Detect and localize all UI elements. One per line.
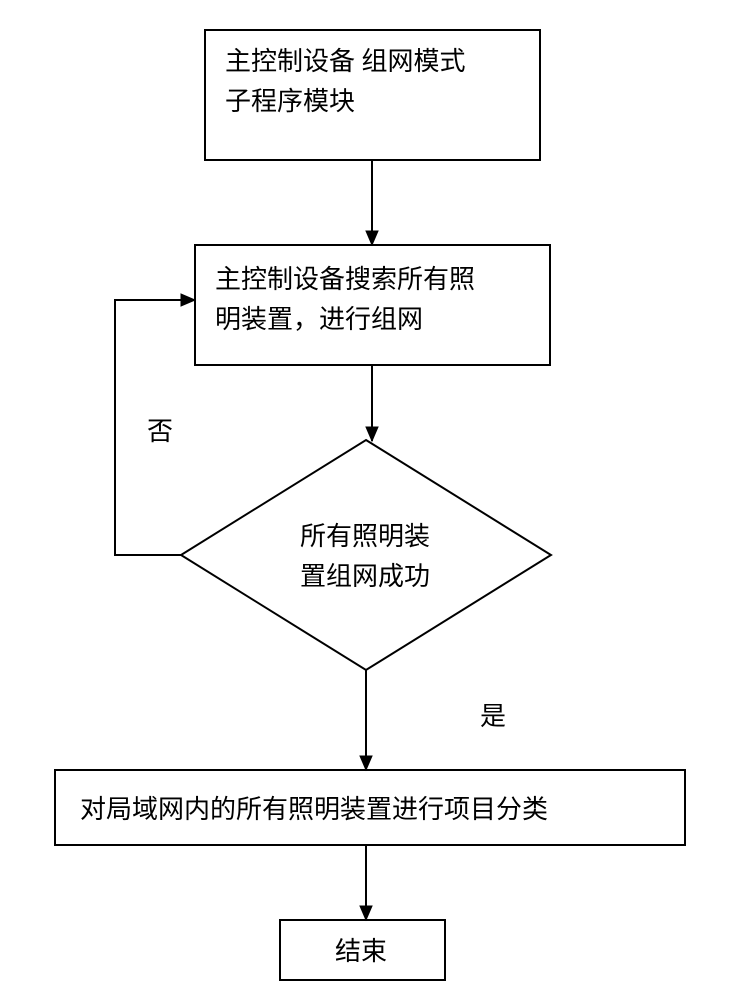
e_start_search bbox=[366, 160, 378, 245]
e_yes_classify bbox=[360, 670, 372, 770]
node-classify-line-0: 对局域网内的所有照明装置进行项目分类 bbox=[80, 795, 548, 824]
node-start-line-0: 主控制设备 组网模式 bbox=[225, 47, 466, 76]
node-start-line-1: 子程序模块 bbox=[225, 87, 355, 116]
node-classify: 对局域网内的所有照明装置进行项目分类 bbox=[55, 770, 685, 845]
e_classify_end bbox=[360, 845, 372, 920]
node-start: 主控制设备 组网模式子程序模块 bbox=[205, 30, 540, 160]
node-search: 主控制设备搜索所有照明装置，进行组网 bbox=[195, 245, 550, 365]
node-end-line-0: 结束 bbox=[335, 937, 387, 966]
node-decision-line-0: 所有照明装 bbox=[300, 522, 430, 551]
label-no: 否 bbox=[147, 417, 173, 446]
label-yes: 是 bbox=[480, 702, 506, 731]
node-end: 结束 bbox=[280, 920, 445, 980]
e_search_decision bbox=[366, 365, 378, 441]
node-decision-line-1: 置组网成功 bbox=[300, 562, 430, 591]
node-search-line-1: 明装置，进行组网 bbox=[215, 305, 423, 334]
node-search-line-0: 主控制设备搜索所有照 bbox=[215, 265, 475, 294]
node-decision: 所有照明装置组网成功 bbox=[181, 440, 551, 670]
